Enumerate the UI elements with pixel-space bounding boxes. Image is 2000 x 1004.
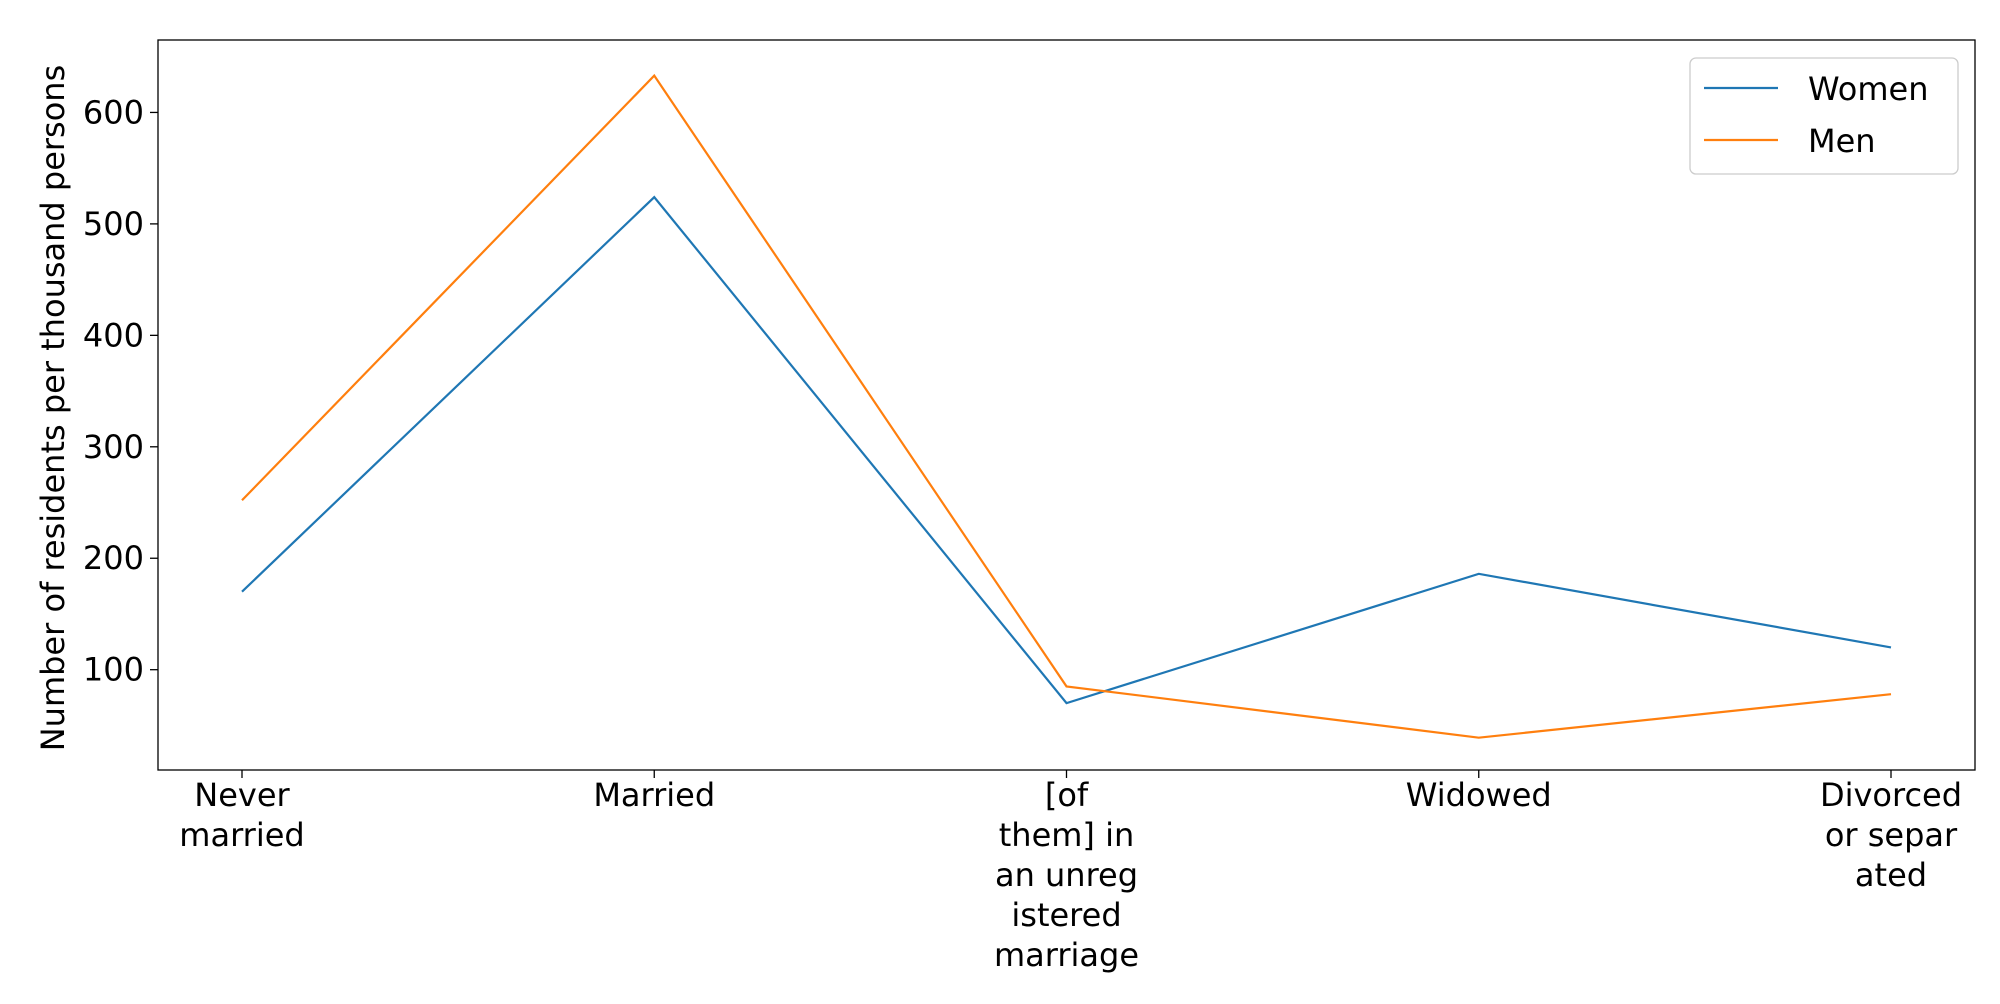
legend-label-men: Men — [1808, 122, 1876, 160]
legend: Women Men — [1689, 57, 1959, 175]
series-line-women — [241, 195, 1892, 705]
y-tick-label: 500 — [83, 205, 144, 243]
y-axis-label: Number of residents per thousand persons — [34, 65, 72, 752]
x-tick-label: Never married — [179, 776, 304, 854]
plot-area — [241, 73, 1892, 739]
x-tick-label: Married — [593, 776, 715, 814]
axes: 100 200 300 400 500 600 Never married Married [of… — [34, 39, 1976, 974]
y-tick-label: 400 — [83, 316, 144, 354]
legend-label-women: Women — [1808, 70, 1928, 108]
series-line-men — [241, 73, 1892, 739]
x-tick-label: Widowed — [1406, 776, 1552, 814]
y-tick-label: 100 — [83, 651, 144, 689]
y-tick-label: 600 — [83, 93, 144, 131]
y-tick-label: 300 — [83, 428, 144, 466]
x-tick-label: Divorced or separ ated — [1820, 776, 1962, 894]
y-tick-label: 200 — [83, 539, 144, 577]
x-tick-label: [of them] in an unreg istered marriage — [994, 776, 1139, 974]
